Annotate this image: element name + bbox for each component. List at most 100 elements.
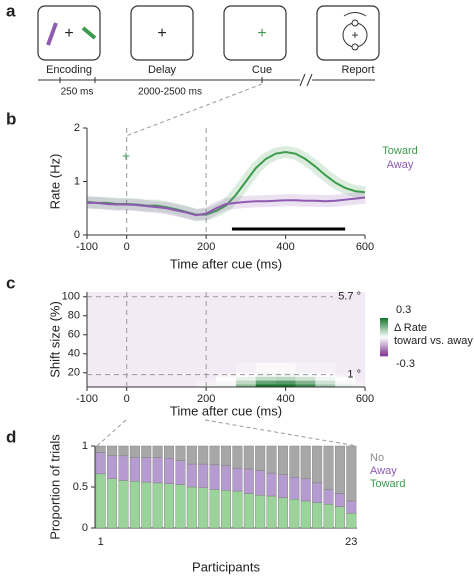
stage-box: [37, 5, 101, 61]
heat-cell: [136, 362, 157, 374]
y-tick-label: 80: [68, 310, 80, 322]
bar-segment: [152, 445, 163, 458]
series-line: [87, 196, 366, 217]
heat-cell: [156, 362, 177, 374]
colorbar-tick-label: 0.3: [396, 304, 411, 316]
heat-cell: [275, 384, 296, 388]
bar-segment: [107, 455, 118, 479]
colorbar-step: [380, 337, 388, 340]
heat-cell: [136, 306, 157, 326]
colorbar-step: [380, 331, 388, 334]
heat-cell: [315, 376, 336, 381]
heat-cell: [235, 376, 257, 381]
x-axis-label: Time after cue (ms): [170, 256, 282, 271]
bar-segment: [152, 482, 163, 529]
colorbar-step: [380, 354, 388, 357]
report-arrow: [343, 12, 367, 17]
legend-entry: Toward: [382, 145, 417, 157]
heat-cell: [196, 292, 217, 307]
heat-cell: [355, 372, 366, 377]
y-axis-label: Shift size (%): [47, 301, 62, 378]
x-tick-label: 23: [345, 536, 357, 548]
heat-cell: [87, 306, 98, 326]
bar-segment: [118, 480, 129, 529]
heat-cell: [96, 325, 118, 345]
heat-cell: [87, 344, 98, 363]
bar-segment: [198, 487, 209, 529]
x-tick-label: -100: [76, 241, 98, 253]
heat-cell: [87, 372, 98, 377]
heat-cell: [96, 380, 118, 385]
stimulus: [81, 26, 97, 40]
stimulus: [46, 22, 58, 46]
heat-cell: [87, 380, 98, 385]
bar-segment: [277, 497, 288, 529]
bar-segment: [129, 457, 140, 482]
colorbar-step: [380, 344, 388, 347]
bar-segment: [95, 452, 106, 475]
heat-cell: [176, 362, 197, 374]
bar-segment: [312, 482, 323, 503]
heat-cell: [275, 376, 296, 381]
y-tick-label: 0.5: [73, 481, 88, 493]
bar-segment: [323, 445, 334, 490]
heat-cell: [315, 380, 336, 385]
x-tick-label: -100: [76, 393, 98, 405]
heat-cell: [255, 384, 276, 388]
colorbar-step: [380, 327, 388, 330]
heat-cell: [335, 384, 356, 388]
bar-segment: [141, 445, 152, 458]
bar-segment: [334, 445, 345, 494]
x-tick-label: 200: [197, 393, 215, 405]
heat-cell: [136, 376, 157, 381]
heat-cell: [87, 292, 98, 307]
stage-name: Delay: [148, 64, 177, 76]
x-tick-label: 400: [276, 241, 294, 253]
colorbar-step: [380, 338, 388, 342]
heat-cell: [156, 292, 177, 307]
heat-cell: [255, 344, 276, 363]
heat-cell: [87, 325, 98, 345]
heat-cell: [216, 292, 237, 307]
colorbar-title: toward vs. away: [394, 335, 473, 347]
colorbar-step: [380, 335, 388, 338]
y-tick-label: 60: [68, 329, 80, 341]
heat-cell: [295, 376, 316, 381]
bar-segment: [118, 445, 129, 457]
bar-segment: [255, 495, 266, 529]
heat-cell: [335, 344, 356, 363]
colorbar-title: Δ Rate: [394, 322, 427, 334]
y-tick-label: 1: [74, 175, 80, 187]
colorbar-step: [380, 348, 388, 351]
bar-segment: [107, 478, 118, 529]
bar-segment: [164, 458, 175, 484]
heat-cell: [355, 380, 366, 385]
report-dot: [351, 19, 359, 27]
heat-cell: [315, 344, 336, 363]
heat-cell: [176, 380, 197, 385]
y-tick-label: 20: [68, 367, 80, 379]
y-tick-label: 2: [74, 122, 80, 134]
heat-cell: [335, 380, 356, 385]
heat-cell: [136, 384, 157, 388]
heat-cell: [315, 384, 336, 388]
bar-segment: [346, 513, 357, 529]
bar-segment: [118, 455, 129, 481]
heat-cell: [156, 306, 177, 326]
heat-cell: [136, 325, 157, 345]
stage-name: Report: [341, 64, 374, 76]
heat-cell: [156, 344, 177, 363]
bar-segment: [141, 457, 152, 483]
y-tick-label: 1: [82, 440, 88, 452]
heat-cell: [87, 362, 98, 374]
heat-cell: [295, 344, 316, 363]
heat-cell: [315, 362, 336, 374]
bar-segment: [186, 445, 197, 465]
heat-cell: [176, 325, 197, 345]
heat-cell: [355, 344, 366, 363]
heat-cell: [335, 306, 356, 326]
heat-cell: [255, 362, 276, 374]
colorbar-step: [380, 342, 388, 345]
colorbar-step: [380, 350, 388, 353]
